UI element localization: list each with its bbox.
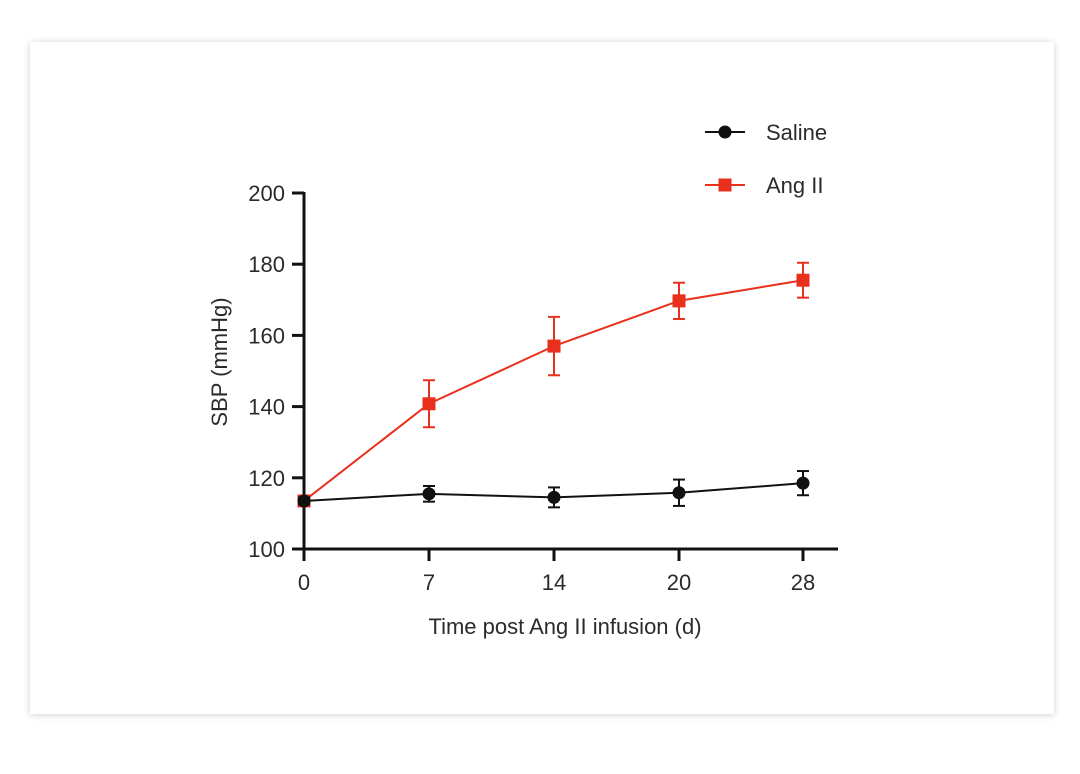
chart-card <box>30 42 1054 714</box>
x-tick-label: 28 <box>791 570 815 595</box>
y-axis-title: SBP (mmHg) <box>207 297 232 426</box>
x-tick-label: 14 <box>542 570 566 595</box>
x-tick-label: 0 <box>298 570 310 595</box>
y-tick-label: 100 <box>248 537 285 562</box>
data-point <box>422 397 436 411</box>
y-tick-label: 180 <box>248 252 285 277</box>
data-point <box>672 486 686 500</box>
x-ticks-group: 0 7 14 20 28 <box>298 549 815 595</box>
data-point <box>547 339 561 353</box>
y-tick-label: 140 <box>248 395 285 420</box>
legend-item: Saline <box>705 120 827 145</box>
legend-item: Ang II <box>705 173 823 198</box>
legend-label: Ang II <box>766 173 823 198</box>
x-axis-title: Time post Ang II infusion (d) <box>428 614 701 639</box>
x-tick-label: 7 <box>423 570 435 595</box>
data-point <box>672 294 686 308</box>
data-point <box>297 494 311 508</box>
series-ang-ii <box>297 261 810 508</box>
y-tick-label: 200 <box>248 181 285 206</box>
data-point <box>796 273 810 287</box>
series-saline <box>297 470 810 509</box>
legend-marker <box>718 178 732 192</box>
data-point <box>422 487 436 501</box>
legend: Saline Ang II <box>705 120 827 198</box>
legend-label: Saline <box>766 120 827 145</box>
series-layer <box>297 261 810 509</box>
y-tick-label: 160 <box>248 323 285 348</box>
axes-group <box>302 192 838 551</box>
data-point <box>547 490 561 504</box>
y-tick-label: 120 <box>248 466 285 491</box>
y-ticks-group: 100 120 140 160 180 200 <box>248 181 304 562</box>
x-tick-label: 20 <box>667 570 691 595</box>
data-point <box>796 476 810 490</box>
series-line <box>303 279 804 502</box>
legend-marker <box>718 125 732 139</box>
